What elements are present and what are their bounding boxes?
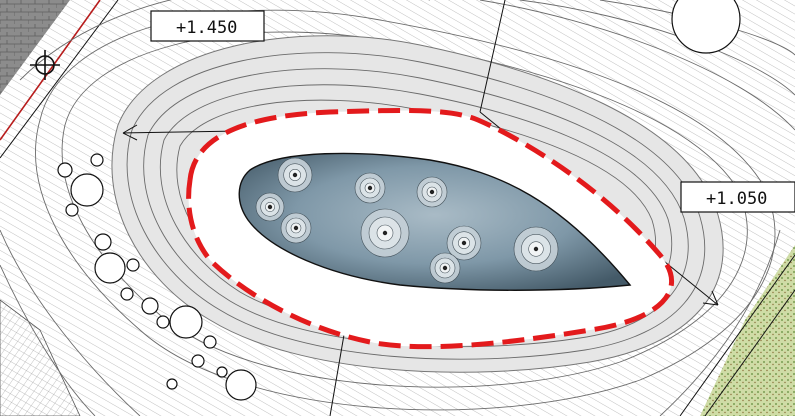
- trees: [57, 0, 741, 401]
- fountain-jet: [446, 225, 482, 261]
- tree: [166, 378, 178, 390]
- tree: [94, 252, 126, 284]
- tree: [191, 354, 205, 368]
- elevation-label-right: +1.050: [680, 181, 795, 213]
- tree: [216, 366, 228, 378]
- tree: [126, 258, 140, 272]
- tree: [120, 287, 134, 301]
- paved-area: [0, 0, 70, 95]
- fountain-jet: [255, 192, 285, 222]
- tree: [94, 233, 112, 251]
- elevation-label-top: +1.450: [150, 10, 265, 42]
- tree: [671, 0, 741, 54]
- fountain-jet: [416, 176, 448, 208]
- tree: [57, 162, 73, 178]
- site-boundary-line: [0, 0, 101, 141]
- road-edge-2: [704, 289, 795, 416]
- fountain-jet: [354, 172, 386, 204]
- fountain-jet: [429, 252, 461, 284]
- left-plaza: [0, 299, 81, 416]
- tree: [225, 369, 257, 401]
- fountain-jet: [360, 208, 410, 258]
- tree: [141, 297, 159, 315]
- road-edge: [679, 254, 795, 416]
- tree: [70, 173, 104, 207]
- tree: [90, 153, 104, 167]
- fountain-jet: [277, 157, 313, 193]
- fountain-jets: [255, 157, 559, 284]
- path-edge: [0, 0, 119, 159]
- pond-boundary-dashed: [186, 107, 674, 350]
- tree: [65, 203, 79, 217]
- elevation-right-text: +1.050: [706, 189, 767, 209]
- tree: [203, 335, 217, 349]
- tree: [169, 305, 203, 339]
- fountain-jet: [513, 226, 559, 272]
- tree: [156, 315, 170, 329]
- fountain-jet: [280, 212, 312, 244]
- survey-marker-icon: [30, 50, 60, 80]
- elevation-top-text: +1.450: [176, 18, 237, 38]
